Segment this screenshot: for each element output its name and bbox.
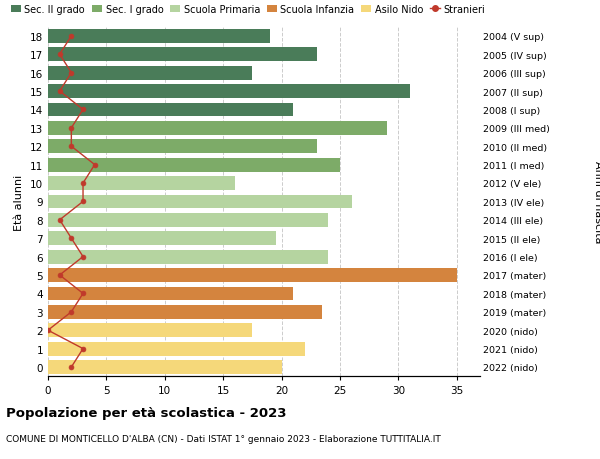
Bar <box>48 122 386 135</box>
Bar <box>48 269 457 282</box>
Bar <box>48 342 305 356</box>
Bar <box>48 48 317 62</box>
Bar <box>48 158 340 172</box>
Bar <box>48 250 328 264</box>
Bar <box>48 85 410 99</box>
Y-axis label: Anni di nascita: Anni di nascita <box>593 161 600 243</box>
Bar <box>48 103 293 117</box>
Bar <box>48 140 317 154</box>
Bar <box>48 30 270 44</box>
Bar <box>48 232 275 246</box>
Y-axis label: Età alunni: Età alunni <box>14 174 25 230</box>
Text: Popolazione per età scolastica - 2023: Popolazione per età scolastica - 2023 <box>6 406 287 419</box>
Bar <box>48 305 322 319</box>
Legend: Sec. II grado, Sec. I grado, Scuola Primaria, Scuola Infanzia, Asilo Nido, Stran: Sec. II grado, Sec. I grado, Scuola Prim… <box>11 5 485 15</box>
Text: COMUNE DI MONTICELLO D'ALBA (CN) - Dati ISTAT 1° gennaio 2023 - Elaborazione TUT: COMUNE DI MONTICELLO D'ALBA (CN) - Dati … <box>6 434 441 443</box>
Bar <box>48 287 293 301</box>
Bar <box>48 67 253 80</box>
Bar <box>48 213 328 227</box>
Bar <box>48 324 253 337</box>
Bar <box>48 177 235 190</box>
Bar <box>48 360 281 374</box>
Bar <box>48 195 352 209</box>
